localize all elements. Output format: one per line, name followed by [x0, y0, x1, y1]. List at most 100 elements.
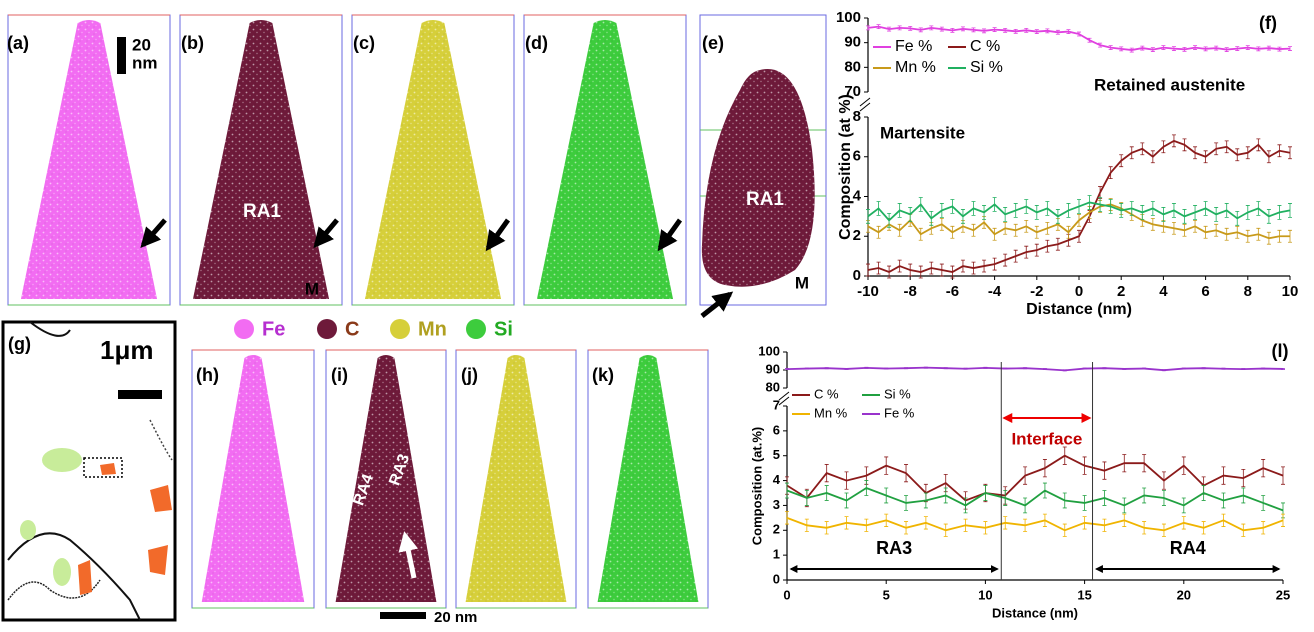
legend-text: Mn — [418, 318, 447, 340]
legend-text: Fe — [262, 318, 285, 340]
tip-texture — [193, 20, 329, 299]
y-tick-label: 6 — [773, 422, 780, 437]
legend-label: Mn % — [814, 405, 848, 420]
tip-label: RA1 — [746, 189, 784, 210]
tip-texture — [702, 69, 815, 287]
panel-label: (c) — [353, 33, 375, 53]
tip-label: M — [795, 273, 809, 292]
y-tick-label: 7 — [773, 397, 780, 412]
annotation: RA3 — [876, 538, 912, 558]
legend-swatch — [390, 319, 410, 339]
arrow — [660, 220, 680, 248]
error-bar — [919, 197, 923, 211]
tip-label: RA1 — [243, 201, 281, 222]
y-axis-title: Composition (at %) — [837, 94, 854, 240]
series-line — [787, 368, 1283, 371]
axis-break — [779, 392, 789, 405]
x-tick-label: 10 — [978, 587, 992, 602]
x-tick-label: 25 — [1276, 587, 1290, 602]
x-axis-title: Distance (nm) — [992, 605, 1078, 620]
panel-label: (d) — [525, 33, 548, 53]
scale-text: 20 nm — [434, 609, 477, 626]
tip-texture — [598, 355, 699, 602]
annotation: Interface — [1011, 429, 1082, 448]
tip-texture — [537, 20, 673, 299]
panel-label: (g) — [8, 334, 31, 354]
annotation: RA4 — [1170, 538, 1206, 558]
y2-tick-label: 80 — [766, 379, 780, 394]
panel-label: (a) — [7, 33, 29, 53]
series-line — [787, 518, 1283, 530]
x-tick-label: -10 — [857, 283, 879, 300]
legend-label: Fe % — [895, 38, 932, 55]
series-line — [787, 488, 1283, 510]
legend-label: C % — [814, 386, 839, 401]
x-tick-label: 5 — [883, 587, 890, 602]
x-tick-label: 2 — [1117, 283, 1125, 300]
arrow — [316, 220, 337, 245]
scale-text: 1μm — [100, 335, 154, 365]
tip-texture — [365, 20, 501, 299]
legend-label: Mn % — [895, 59, 936, 76]
y-tick-label: 3 — [773, 497, 780, 512]
x-axis-title: Distance (nm) — [1026, 301, 1132, 318]
x-tick-label: -4 — [988, 283, 1002, 300]
y2-tick-label: 100 — [836, 9, 861, 26]
panel-label: (l) — [1272, 341, 1289, 361]
legend-label: Fe % — [884, 405, 915, 420]
y-tick-label: 4 — [773, 472, 781, 487]
y-tick-label: 2 — [773, 522, 780, 537]
x-tick-label: -2 — [1030, 283, 1043, 300]
tip-texture — [202, 355, 304, 602]
ebsd-map — [3, 322, 175, 620]
annotation: Martensite — [880, 123, 965, 142]
legend-text: C — [345, 318, 359, 340]
y-tick-label: 5 — [773, 447, 780, 462]
panel-label: (i) — [331, 365, 348, 385]
arrow — [143, 220, 165, 245]
scale-bar — [380, 612, 426, 619]
panel-label: (j) — [461, 365, 478, 385]
x-tick-label: -8 — [904, 283, 917, 300]
x-tick-label: 15 — [1077, 587, 1091, 602]
legend-text: Si — [494, 318, 513, 340]
tip-texture — [336, 355, 437, 602]
series-line — [787, 456, 1283, 501]
y-tick-label: 0 — [773, 571, 780, 586]
panel-label: (k) — [592, 365, 614, 385]
figure: 20 nm 1μm 20 nm (a)(b)(c)(d)(e)(g)(h)(i)… — [0, 0, 1314, 632]
legend-swatch — [466, 319, 486, 339]
y-tick-label: 1 — [773, 547, 780, 562]
annotation: Retained austenite — [1094, 75, 1245, 94]
x-tick-label: 20 — [1177, 587, 1191, 602]
axis-break — [860, 98, 870, 111]
scale-bar — [117, 37, 126, 74]
y-tick-label: 0 — [853, 267, 861, 284]
panel-label: (h) — [196, 365, 219, 385]
x-tick-label: 0 — [1075, 283, 1083, 300]
page: 20 nm 1μm 20 nm (a)(b)(c)(d)(e)(g)(h)(i)… — [0, 0, 1314, 632]
x-tick-label: 8 — [1244, 283, 1252, 300]
scale-text: nm — [132, 53, 158, 72]
legend-label: Si % — [884, 386, 911, 401]
x-tick-label: 6 — [1201, 283, 1209, 300]
y2-tick-label: 100 — [758, 343, 780, 358]
x-tick-label: 0 — [783, 587, 790, 602]
legend-label: Si % — [970, 59, 1003, 76]
x-tick-label: 4 — [1159, 283, 1168, 300]
arrow — [488, 220, 508, 248]
tip-label: M — [305, 279, 319, 298]
legend-swatch — [317, 319, 337, 339]
y2-tick-label: 90 — [766, 361, 780, 376]
y2-tick-label: 90 — [844, 34, 861, 51]
legend-swatch — [234, 319, 254, 339]
legend-label: C % — [970, 38, 1000, 55]
x-tick-label: -6 — [946, 283, 959, 300]
panel-label: (e) — [702, 33, 724, 53]
panel-label: (b) — [181, 33, 204, 53]
panel-label: (f) — [1259, 13, 1277, 33]
tip-texture — [466, 355, 567, 602]
scale-text: 20 — [132, 35, 151, 54]
y2-tick-label: 80 — [844, 58, 861, 75]
y-axis-title: Composition (at.%) — [749, 427, 764, 545]
